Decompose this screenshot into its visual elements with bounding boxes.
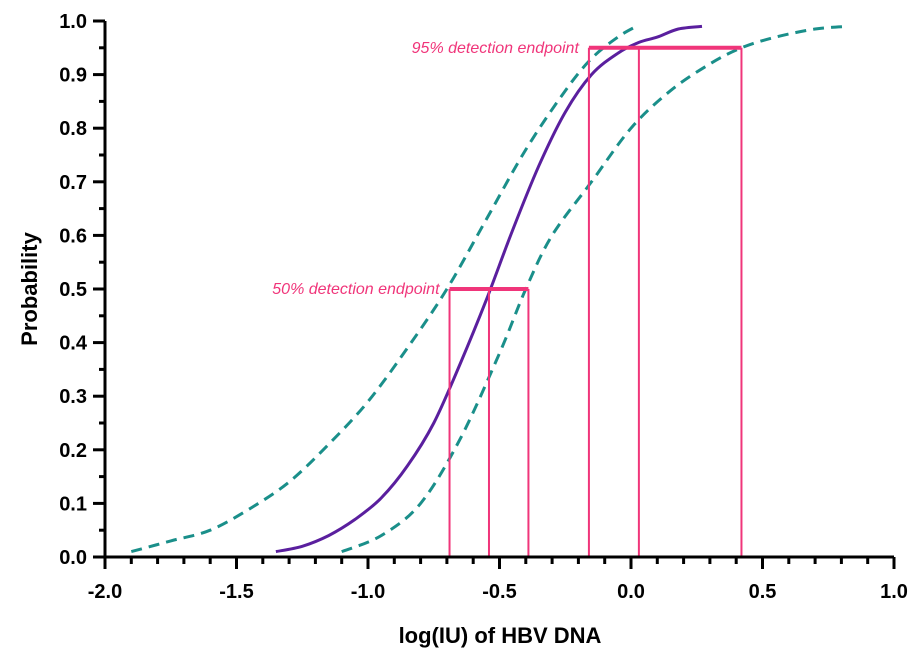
y-tick-label-3: 0.3 xyxy=(59,386,87,408)
y-tick-label-10: 1.0 xyxy=(59,11,87,33)
y-tick-label-0: 0.0 xyxy=(59,547,87,569)
fit-curve xyxy=(275,24,703,554)
x-tick-label-2: -1.0 xyxy=(351,581,385,603)
x-tick-label-0: -2.0 xyxy=(88,581,122,603)
x-tick-label-5: 0.5 xyxy=(749,581,777,603)
y-tick-label-8: 0.8 xyxy=(59,118,87,140)
ci-curve-1 xyxy=(130,25,638,554)
x-tick-label-6: 1.0 xyxy=(880,581,908,603)
y-tick-label-9: 0.9 xyxy=(59,65,87,87)
x-tick-label-3: -0.5 xyxy=(482,581,516,603)
x-tick-label-4: 0.0 xyxy=(617,581,645,603)
y-axis-title: Probability xyxy=(17,231,42,345)
endpoint-markers: 50% detection endpoint 95% detection endp… xyxy=(272,40,743,557)
y-tick-label-5: 0.5 xyxy=(59,279,87,301)
y-tick-label-2: 0.2 xyxy=(59,440,87,462)
endpoint-0-label: 50% detection endpoint xyxy=(272,281,440,298)
y-tick-label-4: 0.4 xyxy=(59,333,88,355)
y-tick-label-6: 0.6 xyxy=(59,225,87,247)
y-axis: 0.0 0.1 0.2 0.3 0.4 0.5 0.6 0.7 0.8 0.9 1.0 xyxy=(59,11,107,569)
y-tick-label-7: 0.7 xyxy=(59,172,87,194)
x-axis-title: log(IU) of HBV DNA xyxy=(399,623,602,648)
x-axis: -2.0 -1.5 -1.0 -0.5 0.0 0.5 1.0 xyxy=(88,555,908,603)
endpoint-1-label: 95% detection endpoint xyxy=(412,40,580,57)
y-tick-label-1: 0.1 xyxy=(59,493,87,515)
plot-curves xyxy=(130,24,847,554)
ci-curve-2 xyxy=(341,24,847,554)
x-tick-label-1: -1.5 xyxy=(219,581,253,603)
